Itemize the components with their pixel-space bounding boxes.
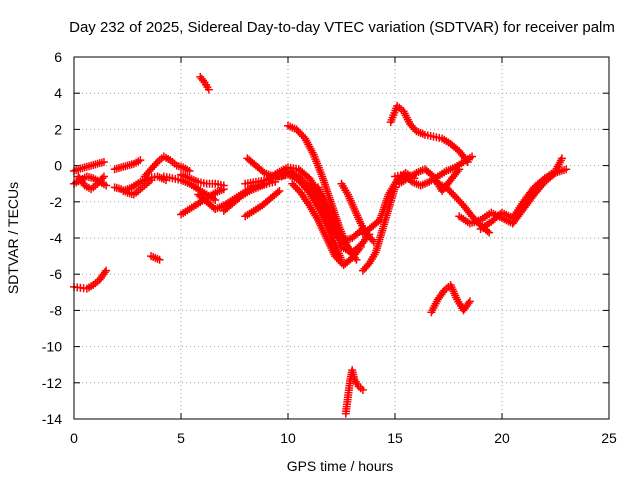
- data-point: [562, 165, 571, 174]
- data-point: [100, 268, 109, 277]
- y-tick-label: -10: [42, 339, 62, 355]
- data-point: [301, 179, 310, 188]
- y-axis-label: SDTVAR / TECUs: [5, 182, 21, 294]
- data-series-arc-1: [70, 157, 108, 176]
- x-tick-label: 5: [177, 430, 185, 446]
- data-series-arc-31: [427, 281, 474, 317]
- data-point: [485, 228, 494, 237]
- data-point: [464, 299, 473, 308]
- data-series-arc-13: [196, 72, 213, 94]
- data-point: [288, 179, 297, 188]
- data-series-arc-30: [433, 179, 494, 237]
- x-tick-label: 0: [70, 430, 78, 446]
- data-point: [455, 165, 464, 174]
- x-axis-label: GPS time / hours: [287, 458, 394, 474]
- data-series-arc-3: [74, 172, 108, 194]
- data-point: [332, 253, 341, 262]
- data-point: [291, 183, 300, 192]
- data-point: [211, 195, 220, 204]
- plot-frame: [73, 56, 610, 420]
- data-point: [99, 172, 108, 181]
- data-point: [438, 288, 447, 297]
- data-point: [155, 255, 164, 264]
- data-point: [99, 157, 108, 166]
- data-point: [102, 266, 111, 275]
- data-point: [367, 235, 376, 244]
- y-tick-label: -2: [50, 194, 63, 210]
- y-tick-label: -8: [50, 302, 63, 318]
- data-point: [102, 181, 111, 190]
- data-point: [557, 154, 566, 163]
- data-point: [294, 172, 303, 181]
- data-series-arc-23: [313, 183, 374, 257]
- data-point: [296, 174, 305, 183]
- data-point: [456, 197, 465, 206]
- data-point: [444, 185, 453, 194]
- data-point: [334, 255, 343, 264]
- data-point: [450, 192, 459, 201]
- x-tick-label: 10: [280, 430, 296, 446]
- data-series-arc-15: [219, 177, 280, 215]
- data-series-arc-33: [476, 154, 566, 233]
- data-series-arc-27: [386, 101, 472, 166]
- data-point: [289, 181, 298, 190]
- x-tick-label: 25: [601, 430, 617, 446]
- data-point: [297, 130, 306, 139]
- data-series-arc-12: [177, 170, 228, 190]
- data-point: [447, 188, 456, 197]
- data-point: [98, 174, 107, 183]
- data-point: [204, 85, 213, 94]
- data-series-arc-34: [341, 366, 367, 418]
- data-point: [465, 297, 474, 306]
- data-point: [442, 183, 451, 192]
- data-point: [445, 186, 454, 195]
- data-point: [358, 386, 367, 395]
- data-point: [273, 188, 282, 197]
- data-point: [452, 194, 461, 203]
- data-point: [331, 252, 340, 261]
- data-point: [336, 257, 345, 266]
- data-point: [295, 129, 304, 138]
- y-tick-label: -6: [50, 266, 63, 282]
- data-point: [453, 167, 462, 176]
- data-point: [219, 181, 228, 190]
- y-tick-labels: -14 -12 -10 -8 -6 -4 -2 0 2 4 6: [42, 49, 62, 427]
- data-point: [449, 190, 458, 199]
- x-tick-label: 15: [387, 430, 403, 446]
- data-point: [454, 195, 463, 204]
- y-tick-label: -14: [42, 411, 62, 427]
- x-tick-label: 20: [494, 430, 510, 446]
- y-tick-label: -4: [50, 230, 63, 246]
- data-series-arc-25: [358, 183, 399, 275]
- data-point: [292, 125, 301, 134]
- data-point: [199, 76, 208, 85]
- data-series-arc-8: [140, 152, 194, 181]
- y-tick-label: -12: [42, 375, 62, 391]
- y-tick-label: 6: [54, 49, 62, 65]
- x-tick-labels: 0 5 10 15 20 25: [70, 430, 617, 446]
- data-point: [151, 159, 160, 168]
- data-point: [275, 186, 284, 195]
- data-series-arc-9: [147, 252, 164, 264]
- data-point: [294, 127, 303, 136]
- data-point: [136, 156, 145, 165]
- y-tick-label: 0: [54, 158, 62, 174]
- data-series-arc-6: [110, 156, 145, 174]
- y-tick-label: 2: [54, 121, 62, 137]
- y-tick-label: 4: [54, 85, 62, 101]
- data-points: [70, 72, 571, 418]
- data-point: [293, 185, 302, 194]
- data-point: [468, 152, 477, 161]
- data-point: [300, 177, 309, 186]
- data-point: [185, 167, 194, 176]
- data-series-arc-4: [70, 266, 111, 293]
- data-series-arc-22: [288, 179, 365, 270]
- chart-title: Day 232 of 2025, Sidereal Day-to-day VTE…: [69, 19, 615, 36]
- data-point: [298, 176, 307, 185]
- data-series-arc-16: [241, 186, 284, 221]
